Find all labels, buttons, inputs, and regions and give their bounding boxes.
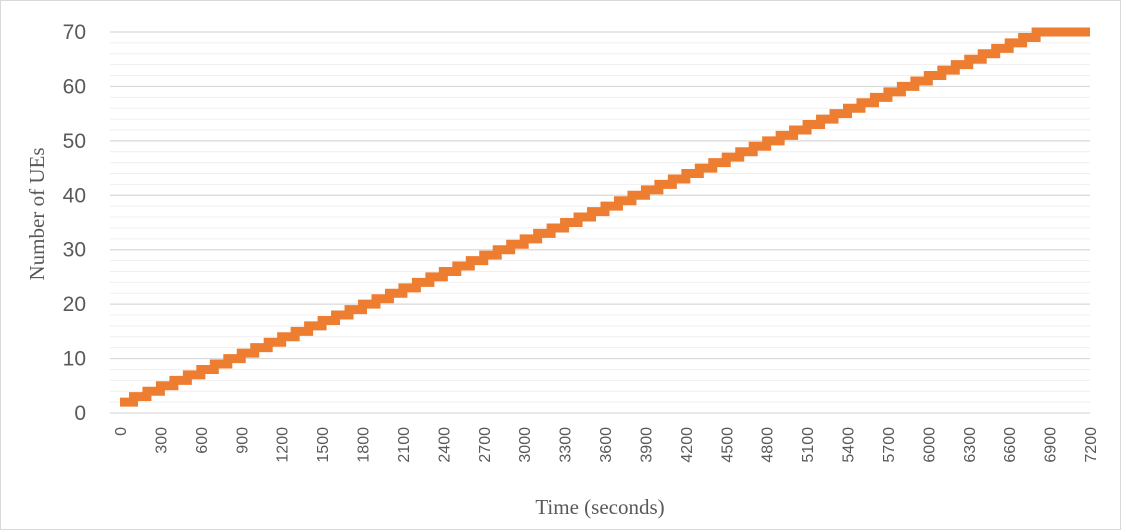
x-tick-label: 3600 xyxy=(598,427,615,463)
x-tick-label: 0 xyxy=(113,427,130,436)
x-tick-label: 3000 xyxy=(517,427,534,463)
x-tick-label: 4200 xyxy=(679,427,696,463)
x-tick-label: 600 xyxy=(194,427,211,454)
x-axis-title: Time (seconds) xyxy=(535,495,664,519)
y-tick-label: 30 xyxy=(63,239,86,262)
x-tick-label: 1800 xyxy=(356,427,373,463)
y-tick-label: 0 xyxy=(74,402,86,425)
x-tick-label: 3900 xyxy=(638,427,655,463)
y-tick-label: 10 xyxy=(63,348,86,371)
gridlines xyxy=(110,31,1090,414)
x-tick-label: 4800 xyxy=(760,427,777,463)
x-tick-label: 7200 xyxy=(1083,427,1100,463)
y-tick-label: 70 xyxy=(63,21,86,44)
x-tick-label: 1500 xyxy=(315,427,332,463)
x-tick-label: 4500 xyxy=(719,427,736,463)
series-layer xyxy=(120,27,1090,407)
x-tick-label: 3300 xyxy=(558,427,575,463)
x-tick-label: 6900 xyxy=(1043,427,1060,463)
x-tick-label: 1200 xyxy=(275,427,292,463)
x-tick-label: 6600 xyxy=(1002,427,1019,463)
y-tick-label: 50 xyxy=(63,130,86,153)
x-tick-label: 5700 xyxy=(881,427,898,463)
x-tick-label: 2700 xyxy=(477,427,494,463)
x-axis-ticks: 0 300 600 900 1200 1500 1800 2100 2400 2700 3000 33… xyxy=(113,427,1100,463)
y-tick-label: 40 xyxy=(63,184,86,207)
x-tick-label: 900 xyxy=(234,427,251,454)
y-axis-ticks: 0 10 20 30 40 50 60 70 xyxy=(63,21,86,425)
y-tick-label: 60 xyxy=(63,75,86,98)
y-axis-title: Number of UEs xyxy=(25,148,49,281)
y-tick-label: 20 xyxy=(63,293,86,316)
x-tick-label: 5400 xyxy=(841,427,858,463)
x-tick-label: 6300 xyxy=(962,427,979,463)
x-tick-label: 5100 xyxy=(800,427,817,463)
x-tick-label: 6000 xyxy=(921,427,938,463)
series-line xyxy=(120,27,1090,407)
x-tick-label: 2100 xyxy=(396,427,413,463)
x-tick-label: 2400 xyxy=(436,427,453,463)
x-tick-label: 300 xyxy=(153,427,170,454)
